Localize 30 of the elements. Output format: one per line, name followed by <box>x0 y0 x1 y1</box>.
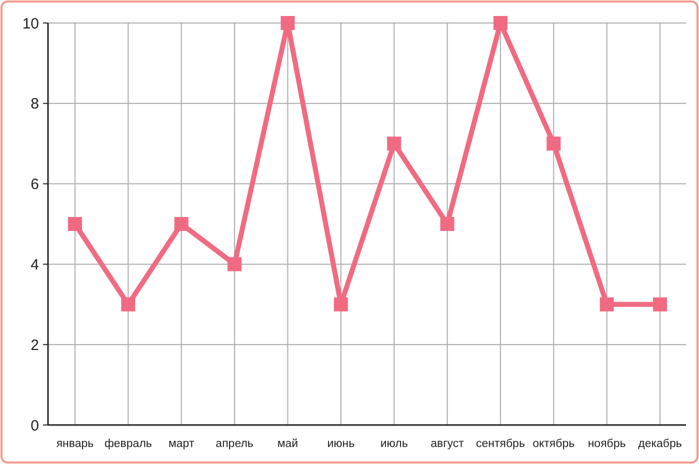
x-tick-label: апрель <box>216 438 254 450</box>
x-tick-label: февраль <box>104 438 152 450</box>
x-tick-label: июнь <box>327 438 355 450</box>
point <box>334 297 348 312</box>
x-tick-label: январь <box>56 438 94 450</box>
point <box>440 217 454 231</box>
y-tick-label: 8 <box>30 96 39 113</box>
x-tick-label: май <box>277 438 298 450</box>
x-tick-label: декабрь <box>638 438 682 450</box>
point <box>653 297 667 312</box>
y-tick-label: 0 <box>30 417 39 434</box>
x-tick-label: октябрь <box>532 438 575 450</box>
x-tick-label: март <box>168 438 195 450</box>
x-tick-label: ноябрь <box>588 438 626 450</box>
point <box>174 217 188 231</box>
point <box>68 217 82 231</box>
point <box>280 16 295 30</box>
point <box>546 136 561 151</box>
point <box>228 257 242 272</box>
point <box>600 297 614 312</box>
x-tick-label: сентябрь <box>476 438 525 450</box>
y-tick-label: 6 <box>30 176 39 194</box>
y-tick-label: 2 <box>30 336 39 354</box>
point <box>121 297 136 312</box>
y-tick-label: 4 <box>30 256 39 274</box>
point <box>493 16 508 30</box>
x-tick-label: июль <box>380 438 408 450</box>
point <box>387 136 402 151</box>
y-tick-label: 10 <box>22 15 39 32</box>
x-tick-label: август <box>430 438 465 450</box>
